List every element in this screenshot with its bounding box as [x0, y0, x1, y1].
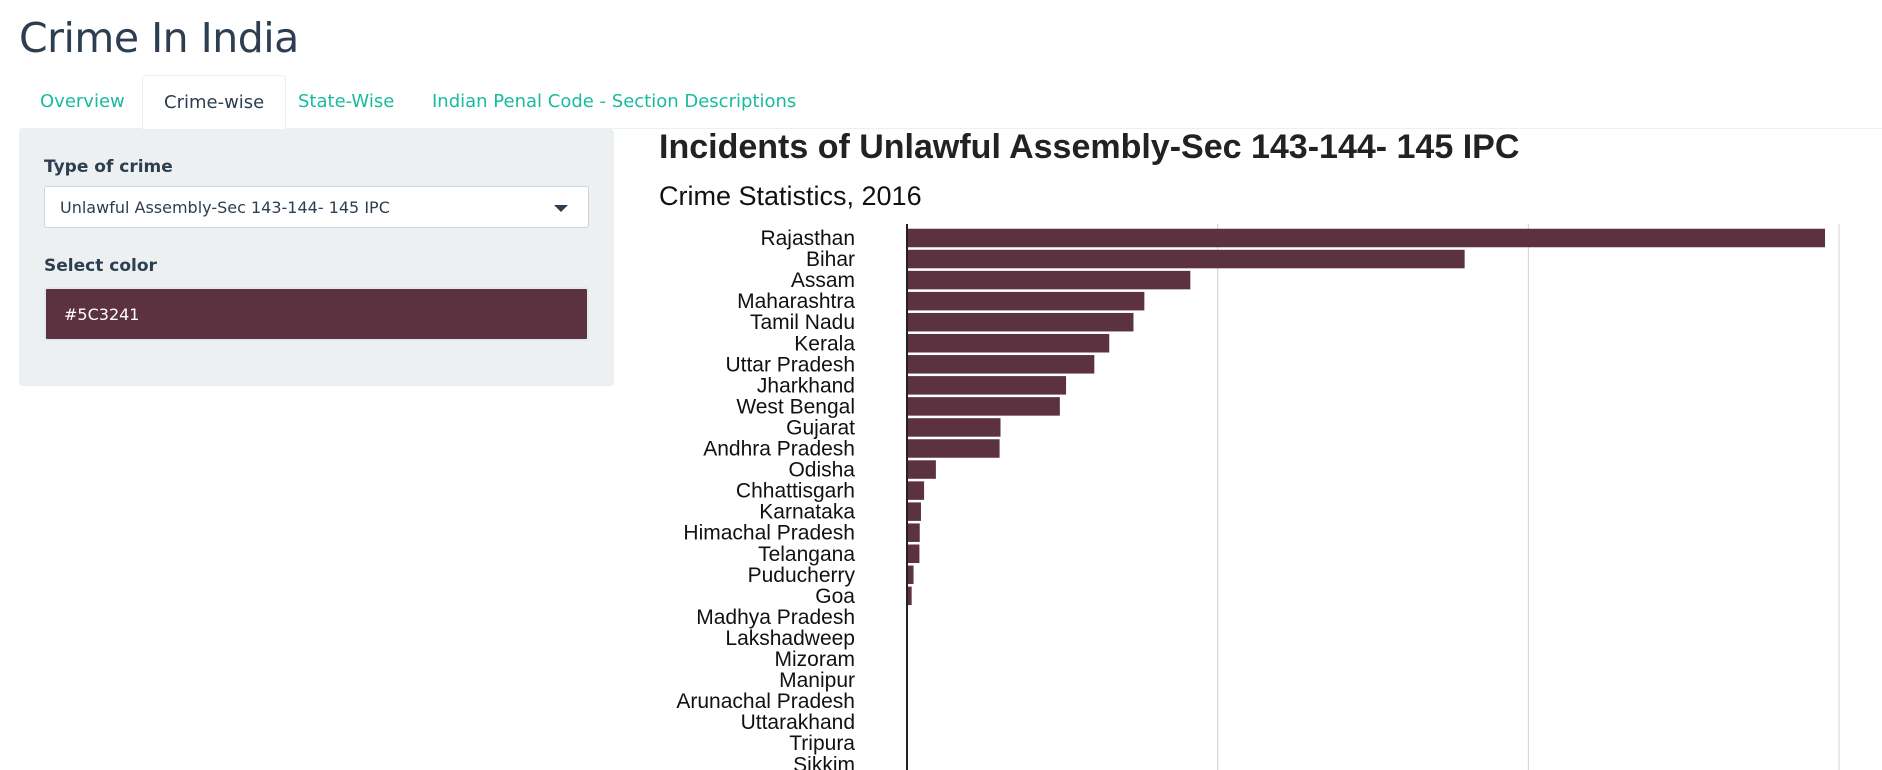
bar-assam [907, 270, 1191, 290]
category-label: Chhattisgarh [736, 480, 855, 503]
crime-type-label: Type of crime [44, 157, 173, 177]
category-label: Himachal Pradesh [683, 522, 855, 545]
category-label: Jharkhand [757, 374, 855, 397]
bar-telangana [907, 544, 920, 563]
bar-karnataka [907, 502, 921, 521]
category-label: West Bengal [736, 395, 855, 418]
category-label: Goa [815, 585, 855, 608]
bar-bihar [907, 249, 1465, 269]
bar-chhattisgarh [907, 481, 925, 500]
tab-crime-wise[interactable]: Crime-wise [142, 75, 287, 129]
bar-gujarat [907, 418, 1001, 437]
category-label: Arunachal Pradesh [676, 690, 855, 713]
category-label: Maharashtra [737, 290, 855, 313]
tab-overview[interactable]: Overview [40, 91, 125, 112]
category-label: Gujarat [786, 416, 855, 439]
bar-odisha [907, 460, 936, 479]
category-label: Kerala [794, 332, 855, 355]
bar-himachal-pradesh [907, 523, 920, 542]
chart-subtitle: Crime Statistics, 2016 [659, 181, 922, 211]
bar-maharashtra [907, 291, 1145, 311]
category-label: Assam [791, 269, 855, 292]
bar-jharkhand [907, 376, 1067, 395]
category-label: Karnataka [759, 501, 855, 524]
bar-kerala [907, 334, 1110, 353]
category-label: Andhra Pradesh [703, 438, 855, 461]
sidebar-panel: Type of crime Unlawful Assembly-Sec 143-… [19, 129, 614, 386]
color-input[interactable]: #5C3241 [44, 287, 589, 341]
category-label: Mizoram [774, 648, 855, 671]
color-label: Select color [44, 256, 157, 276]
category-label: Madhya Pradesh [696, 606, 855, 629]
chevron-down-icon [554, 205, 568, 212]
category-label: Uttar Pradesh [725, 353, 855, 376]
tab-bar: Overview Crime-wise State-Wise Indian Pe… [19, 75, 1882, 129]
bar-andhra-pradesh [907, 439, 1000, 458]
category-label: Puducherry [748, 564, 856, 587]
category-label: Telangana [758, 543, 855, 566]
bar-uttar-pradesh [907, 355, 1095, 374]
category-label: Odisha [788, 459, 855, 482]
bar-west-bengal [907, 397, 1060, 416]
category-label: Lakshadweep [725, 627, 855, 650]
app-title: Crime In India [19, 14, 299, 62]
tab-state-wise[interactable]: State-Wise [298, 91, 395, 112]
chart-title: Incidents of Unlawful Assembly-Sec 143-1… [659, 128, 1520, 166]
bar-rajasthan [907, 228, 1826, 248]
category-label: Tripura [789, 732, 855, 755]
crime-type-select[interactable]: Unlawful Assembly-Sec 143-144- 145 IPC [44, 186, 589, 228]
bar-tamil-nadu [907, 312, 1134, 332]
category-label: Tamil Nadu [750, 311, 855, 334]
category-label: Manipur [779, 669, 855, 692]
category-label: Rajasthan [760, 227, 855, 250]
bar-goa [907, 586, 912, 606]
bar-puducherry [907, 565, 914, 585]
category-label: Uttarakhand [741, 711, 855, 734]
color-input-value: #5C3241 [64, 305, 140, 324]
category-label: Sikkim [793, 753, 855, 770]
category-label: Bihar [806, 248, 855, 271]
tab-ipc-section-descriptions[interactable]: Indian Penal Code - Section Descriptions [432, 91, 797, 112]
crime-type-selected-value: Unlawful Assembly-Sec 143-144- 145 IPC [60, 198, 390, 217]
